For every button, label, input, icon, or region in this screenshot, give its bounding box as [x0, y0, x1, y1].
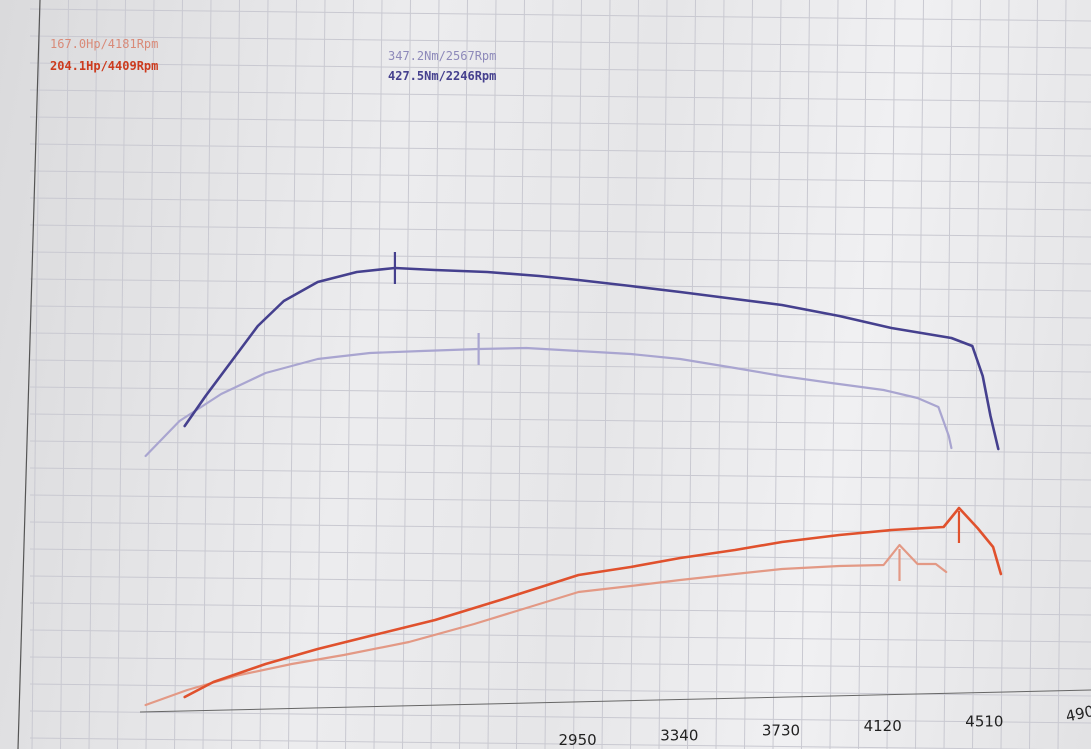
x-tick-label: 4510: [965, 712, 1003, 730]
grid-line-vertical: [430, 0, 440, 749]
grid-line-horizontal: [29, 494, 1091, 508]
grid-line-vertical: [1000, 0, 1010, 749]
grid-line-horizontal: [29, 548, 1091, 562]
grid-line-horizontal: [29, 359, 1091, 373]
torque-label-2: 427.5Nm/2246Rpm: [388, 69, 496, 83]
grid-line-vertical: [943, 0, 953, 749]
grid-line-horizontal: [29, 656, 1091, 670]
grid-line-vertical: [516, 0, 525, 749]
grid-line-horizontal: [29, 332, 1091, 346]
grid-line-vertical: [31, 0, 41, 749]
grid-line-vertical: [345, 0, 354, 749]
series-line-3: [144, 543, 948, 707]
grid-line-vertical: [316, 0, 326, 749]
grid-line-vertical: [231, 0, 240, 749]
chart-grid: [29, 0, 1091, 749]
series-group: [144, 266, 1003, 707]
grid-line-vertical: [544, 0, 554, 749]
grid-line-vertical: [573, 0, 582, 749]
peak-markers: [393, 252, 961, 581]
x-tick-label: 4120: [864, 717, 902, 735]
grid-line-vertical: [145, 0, 155, 749]
grid-line-horizontal: [29, 521, 1091, 535]
grid-line-vertical: [829, 0, 839, 749]
grid-line-vertical: [630, 0, 639, 749]
grid-line-vertical: [1057, 0, 1067, 749]
power-label-1: 167.0Hp/4181Rpm: [50, 37, 158, 51]
grid-line-vertical: [459, 0, 468, 749]
grid-line-horizontal: [29, 278, 1091, 292]
grid-line-horizontal: [29, 116, 1091, 130]
power-label-2: 204.1Hp/4409Rpm: [50, 59, 158, 73]
grid-line-horizontal: [29, 170, 1091, 184]
grid-line-vertical: [687, 0, 696, 749]
grid-line-horizontal: [29, 62, 1091, 76]
grid-line-vertical: [915, 0, 924, 749]
grid-line-horizontal: [29, 413, 1091, 427]
grid-line-horizontal: [29, 440, 1091, 454]
grid-line-vertical: [801, 0, 810, 749]
grid-line-vertical: [88, 0, 98, 749]
grid-line-vertical: [174, 0, 183, 749]
series-line-1: [144, 346, 953, 458]
grid-line-vertical: [601, 0, 611, 749]
grid-line-horizontal: [29, 386, 1091, 400]
grid-line-vertical: [744, 0, 753, 749]
grid-line-vertical: [373, 0, 383, 749]
grid-line-vertical: [402, 0, 411, 749]
grid-line-vertical: [1029, 0, 1038, 749]
y-axis: [17, 0, 41, 749]
grid-line-vertical: [972, 0, 981, 749]
grid-line-horizontal: [29, 143, 1091, 157]
x-axis: [139, 689, 1091, 713]
grid-line-vertical: [288, 0, 297, 749]
grid-line-horizontal: [29, 8, 1091, 22]
grid-line-horizontal: [29, 602, 1091, 616]
grid-line-vertical: [715, 0, 725, 749]
grid-line-vertical: [658, 0, 668, 749]
grid-line-horizontal: [29, 467, 1091, 481]
grid-line-horizontal: [29, 710, 1091, 724]
grid-line-horizontal: [29, 629, 1091, 643]
series-line-2: [183, 266, 1000, 451]
grid-line-horizontal: [29, 197, 1091, 211]
torque-label-1: 347.2Nm/2567Rpm: [388, 49, 496, 63]
grid-line-vertical: [886, 0, 896, 749]
grid-line-vertical: [202, 0, 212, 749]
x-tick-label: 4900: [1064, 700, 1091, 726]
grid-line-horizontal: [29, 89, 1091, 103]
x-tick-label: 3340: [660, 726, 698, 744]
grid-line-horizontal: [29, 737, 1047, 749]
grid-line-vertical: [487, 0, 497, 749]
grid-line-horizontal: [29, 35, 1091, 49]
grid-line-vertical: [858, 0, 867, 749]
grid-line-horizontal: [29, 305, 1091, 319]
grid-line-vertical: [60, 0, 69, 749]
series-line-4: [183, 506, 1003, 699]
x-tick-label: 3730: [762, 722, 800, 740]
x-ticks: 2950 3340 3730 4120 4510 4900: [559, 700, 1091, 749]
grid-line-horizontal: [29, 251, 1091, 265]
x-tick-label: 2950: [559, 731, 597, 749]
grid-line-vertical: [117, 0, 126, 749]
grid-line-horizontal: [29, 224, 1091, 238]
